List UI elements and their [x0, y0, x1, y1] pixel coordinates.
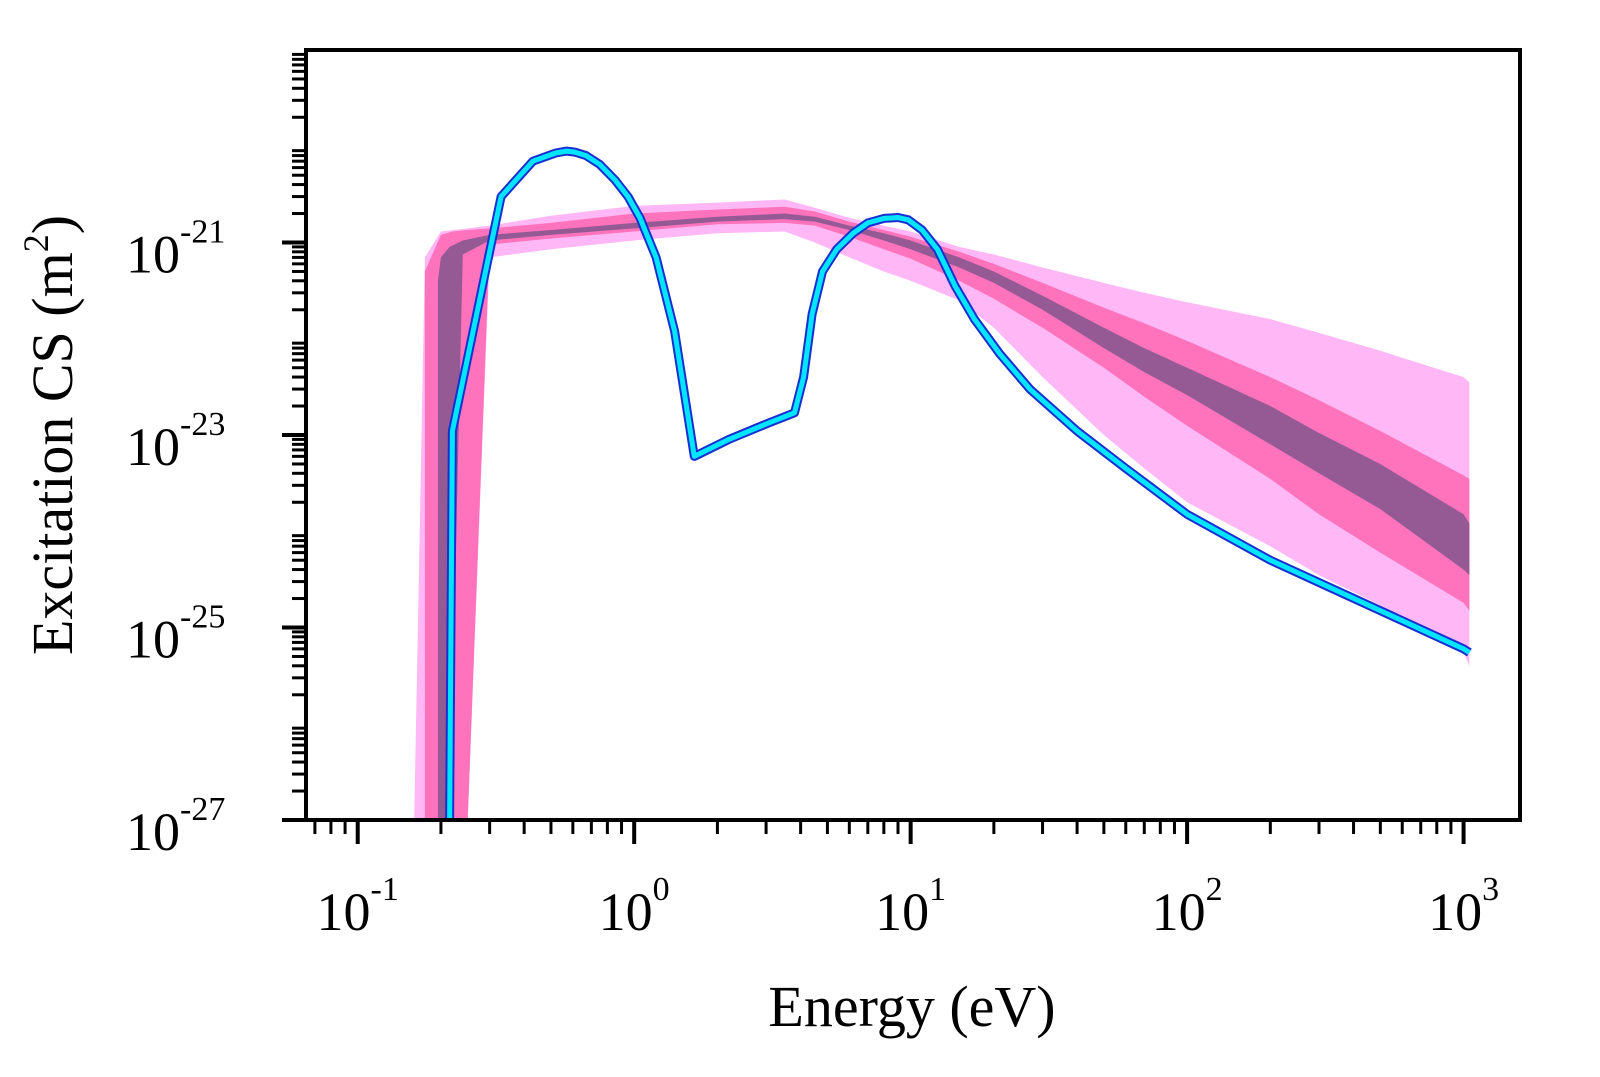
- x-minor-ticks: [313, 820, 1453, 834]
- x-axis-title: Energy (eV): [768, 974, 1055, 1039]
- x-tick-label: 102: [1152, 871, 1223, 942]
- y-tick-label: 10-25: [126, 599, 225, 670]
- x-tick-label: 10-1: [317, 871, 399, 942]
- y-tick-label: 10-27: [126, 791, 225, 862]
- plot-frame: [304, 48, 1522, 822]
- x-major-ticks: [355, 820, 1466, 844]
- band-middle: [424, 206, 1470, 820]
- series-line: [447, 148, 1471, 820]
- y-tick-labels: 10-21 10-23 10-25 10-27: [126, 214, 225, 863]
- line-layer: [445, 146, 1472, 820]
- y-axis-title-suffix: ): [20, 215, 85, 234]
- y-tick-label: 10-23: [126, 406, 225, 477]
- x-tick-label: 103: [1428, 871, 1499, 942]
- x-tick-label: 100: [599, 871, 670, 942]
- y-minor-ticks: [292, 52, 306, 793]
- y-axis-title-text: Excitation CS (m: [20, 252, 85, 655]
- band-layer: [414, 199, 1470, 820]
- y-axis-title-exponent: 2: [16, 234, 56, 252]
- y-axis-title: Excitation CS (m2): [16, 215, 85, 655]
- x-tick-labels: 10-1 100 101 102 103: [317, 871, 1500, 942]
- band-outer: [414, 199, 1470, 820]
- y-tick-label: 10-21: [126, 214, 225, 285]
- y-major-ticks: [282, 240, 306, 822]
- x-tick-label: 101: [875, 871, 946, 942]
